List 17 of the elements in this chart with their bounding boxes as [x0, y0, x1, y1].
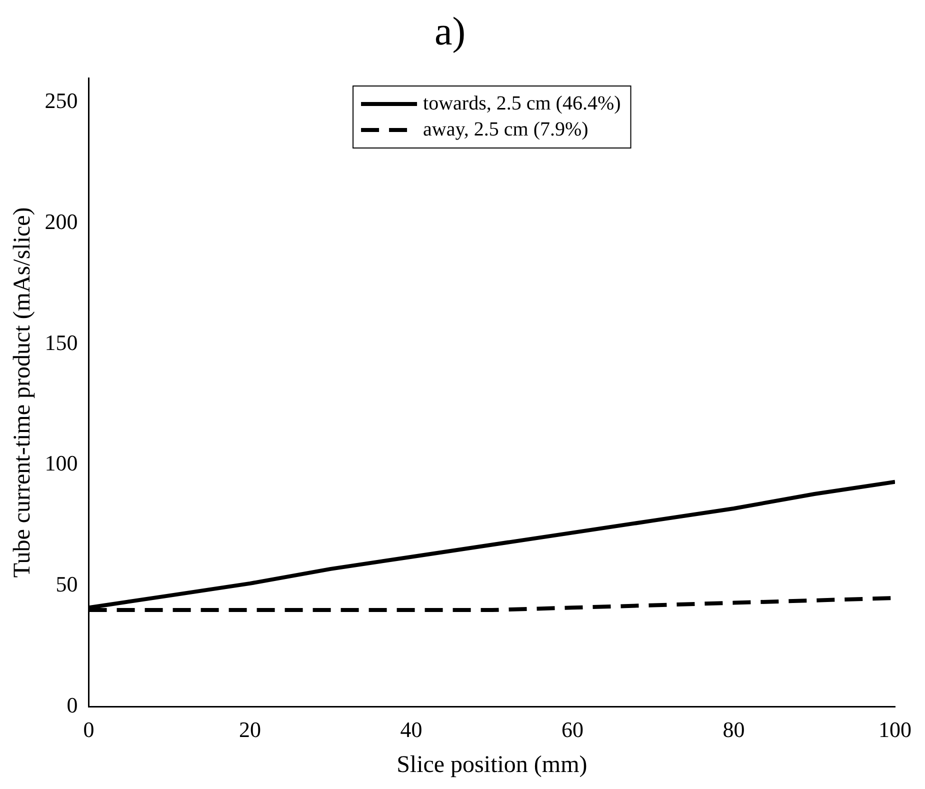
y-axis-title: Tube current-time product (mAs/slice) [10, 207, 36, 578]
y-tick-label: 0 [66, 692, 78, 718]
x-tick-label: 0 [83, 716, 94, 742]
y-tick-label: 50 [56, 572, 78, 597]
x-axis-title: Slice position (mm) [396, 752, 588, 778]
x-tick-label: 40 [400, 716, 422, 742]
y-tick-label: 100 [44, 450, 78, 476]
legend-label: towards, 2.5 cm (46.4%) [423, 92, 621, 114]
x-tick-label: 20 [239, 716, 262, 742]
x-tick-label: 60 [562, 716, 584, 742]
x-tick-label: 80 [722, 716, 745, 742]
y-tick-label: 150 [44, 330, 78, 355]
y-tick-label: 250 [44, 88, 78, 113]
chart-title: a) [434, 8, 466, 54]
y-tick-label: 200 [44, 208, 78, 234]
legend-label: away, 2.5 cm (7.9%) [423, 118, 588, 140]
x-tick-label: 100 [878, 716, 912, 742]
